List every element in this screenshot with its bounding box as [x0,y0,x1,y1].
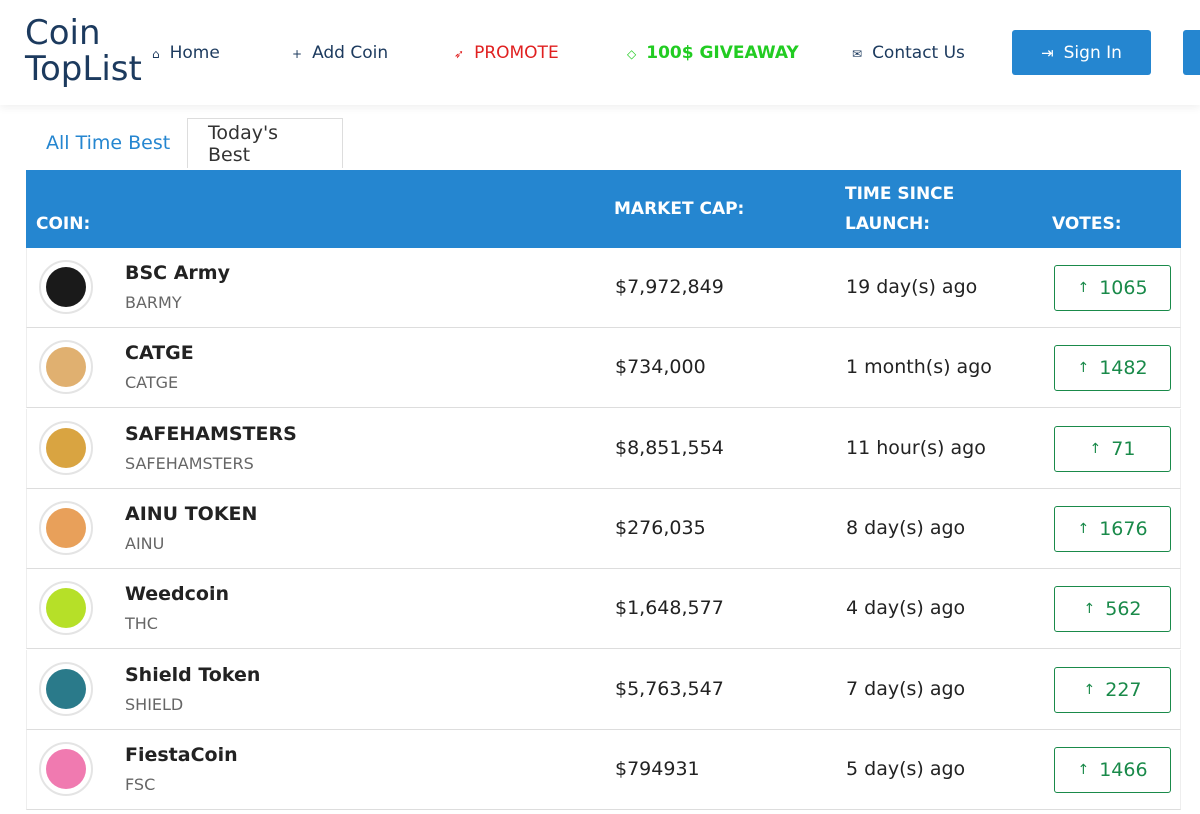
logo-line[interactable]: Coin [25,13,101,53]
vote-arrow: ↑ [1083,601,1096,618]
coin-logo [39,581,93,636]
table-row: FiestaCoin FSC $794931 5 day(s) ago ↑ 1466 [26,729,1181,810]
logo-line[interactable]: TopList [25,49,142,89]
nav-link[interactable]: + Add Coin [292,43,389,63]
tab-active[interactable]: Today's Best [187,118,343,168]
vote-button[interactable]: ↑ 562 [1054,586,1171,633]
vote-count: 562 [1105,598,1142,621]
time-since-launch: 11 hour(s) ago [846,436,986,459]
table-header: COIN: MARKET CAP: TIME SINCE LAUNCH: VOT… [26,170,1181,248]
coin-symbol: FSC [125,774,156,794]
coin-symbol: AINU [125,533,165,553]
vote-button[interactable]: ↑ 1676 [1054,505,1171,552]
coin-logo [39,741,93,796]
market-cap: $5,763,547 [615,677,724,700]
vote-count: 1676 [1099,517,1148,540]
market-cap: $7,972,849 [615,276,724,298]
nav-text: 100$ GIVEAWAY [646,43,799,63]
vote-count: 1482 [1099,357,1148,380]
column-header: MARKET CAP: [614,199,745,219]
coin-symbol: THC [125,614,158,634]
coin-symbol: BARMY [125,293,182,312]
time-since-launch: 7 day(s) ago [846,677,966,700]
table-row: CATGE CATGE $734,000 1 month(s) ago ↑ 1482 [26,328,1181,409]
coin-symbol: SAFEHAMSTERS [125,453,254,473]
table-row: AINU TOKEN AINU $276,035 8 day(s) ago ↑ 1676 [26,488,1181,569]
vote-arrow: ↑ [1089,440,1102,457]
vote-arrow: ↑ [1077,520,1090,537]
vote-button[interactable]: ↑ 71 [1054,425,1171,472]
column-header: VOTES: [1052,214,1122,234]
coin-logo-image [46,347,86,388]
vote-arrow: ↑ [1077,761,1090,778]
nav-link[interactable]: ◇ 100$ GIVEAWAY [627,43,799,63]
coin-name[interactable]: FiestaCoin [125,743,238,766]
table-row: BSC Army BARMY $7,972,849 19 day(s) ago ↑ 106… [26,248,1181,328]
market-cap: $794931 [615,757,700,780]
coin-logo-image [46,427,86,468]
column-header: COIN: [36,214,91,234]
time-since-launch: 5 day(s) ago [846,757,966,780]
time-since-launch: 1 month(s) ago [846,356,992,379]
time-since-launch: 8 day(s) ago [846,516,966,539]
market-cap: $276,035 [615,516,706,539]
coin-logo [39,260,93,314]
vote-arrow: ↑ [1077,360,1090,377]
vote-button[interactable]: ↑ 227 [1054,666,1171,713]
time-since-launch: 19 day(s) ago [846,276,978,298]
market-cap: $1,648,577 [615,597,724,620]
tab[interactable]: All Time Best [46,132,171,154]
vote-count: 71 [1111,437,1136,460]
coin-symbol: CATGE [125,373,179,393]
nav-text: PROMOTE [474,43,559,63]
vote-count: 1065 [1099,277,1148,299]
menu-button[interactable] [1183,30,1200,75]
coin-logo-image [46,267,86,307]
coin-name[interactable]: BSC Army [125,262,230,284]
nav-text: Home [169,43,220,63]
coin-name[interactable]: CATGE [125,342,194,365]
table-row: SAFEHAMSTERS SAFEHAMSTERS $8,851,554 11 hou… [26,408,1181,489]
vote-button[interactable]: ↑ 1482 [1054,345,1171,392]
vote-arrow: ↑ [1083,681,1096,698]
vote-button[interactable]: ↑ 1466 [1054,746,1171,793]
time-since-launch: 4 day(s) ago [846,597,966,620]
nav-link[interactable]: ✉ Contact Us [852,43,965,63]
coin-logo [39,500,93,555]
vote-count: 1466 [1099,758,1148,781]
nav-link[interactable]: ➶ PROMOTE [454,43,559,63]
table-row: Weedcoin THC $1,648,577 4 day(s) ago ↑ 562 [26,569,1181,650]
coin-logo [39,340,93,395]
nav-text: Contact Us [872,43,965,63]
coin-logo-image [46,668,86,709]
column-header: TIME SINCE LAUNCH: [845,184,955,234]
market-cap: $8,851,554 [615,436,724,459]
vote-button[interactable]: ↑ 1065 [1054,265,1171,311]
vote-count: 227 [1105,678,1142,701]
coin-name[interactable]: SAFEHAMSTERS [125,422,297,445]
coin-logo-image [46,748,86,789]
coin-logo-image [46,507,86,548]
table-row: Shield Token SHIELD $5,763,547 7 day(s) ago… [26,649,1181,730]
coin-name[interactable]: Shield Token [125,663,261,686]
coin-logo [39,661,93,716]
coin-symbol: SHIELD [125,694,184,714]
sign-in-button[interactable]: ⇥ Sign In [1012,30,1151,75]
button-text: Sign In [1063,42,1122,63]
coin-logo [39,420,93,475]
coin-name[interactable]: AINU TOKEN [125,502,258,525]
header: Coin TopList ⌂ Home + Add Coin ➶ PROMOTE ◇ 1… [0,0,1200,105]
vote-arrow: ↑ [1077,280,1090,296]
coin-name[interactable]: Weedcoin [125,583,230,606]
nav-text: Add Coin [312,43,389,63]
coin-logo-image [46,588,86,629]
nav-link[interactable]: ⌂ Home [152,43,220,63]
market-cap: $734,000 [615,356,706,379]
